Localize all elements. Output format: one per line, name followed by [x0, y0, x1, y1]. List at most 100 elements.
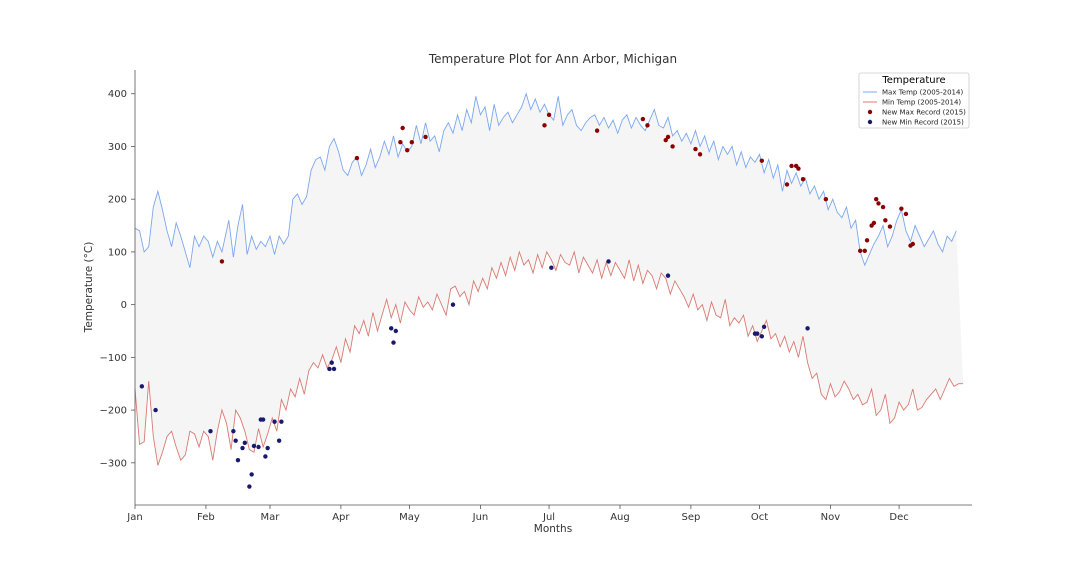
min-record-point	[208, 428, 213, 434]
min-record-point	[755, 331, 760, 336]
max-record-point	[800, 176, 806, 182]
max-record-point	[789, 163, 794, 169]
min-record-point	[240, 445, 245, 451]
x-tick-label: Aug	[610, 512, 630, 523]
min-record-point	[235, 457, 241, 463]
max-record-point	[857, 248, 863, 254]
max-record-point	[423, 134, 428, 140]
max-record-point	[354, 155, 360, 161]
y-tick-label: 100	[108, 247, 127, 258]
min-record-point	[805, 326, 810, 331]
max-record-point	[899, 206, 904, 211]
y-tick-label: −100	[100, 353, 127, 364]
min-record-point	[665, 273, 671, 278]
min-record-point	[260, 417, 266, 422]
min-record-point	[249, 472, 254, 477]
x-tick-label: Mar	[261, 512, 281, 523]
min-record-point	[276, 438, 282, 443]
x-tick-label: Apr	[332, 512, 350, 523]
x-tick-label: Jul	[542, 512, 555, 523]
max-record-point	[645, 123, 650, 128]
record-points	[139, 112, 916, 489]
legend-title: Temperature	[881, 75, 945, 86]
max-record-point	[823, 196, 829, 202]
min-record-point	[256, 444, 261, 450]
max-record-point	[784, 182, 790, 187]
max-record-point	[910, 241, 916, 247]
legend-entry-label: New Min Record (2015)	[882, 119, 964, 127]
max-record-point	[665, 134, 671, 140]
min-record-point	[272, 419, 277, 424]
x-axis-label: Months	[534, 523, 572, 535]
x-tick-label: Dec	[889, 512, 908, 523]
min-record-point	[759, 334, 765, 339]
legend-marker-swatch	[867, 119, 873, 125]
max-record-point	[864, 238, 870, 243]
max-record-point	[670, 144, 675, 149]
min-record-point	[331, 366, 337, 372]
max-record-point	[663, 137, 668, 143]
max-record-point	[219, 259, 225, 264]
y-axis-ticks: 400 300 200 100 0 −100 −200 −300	[100, 89, 135, 469]
y-tick-label: −200	[100, 406, 127, 417]
max-record-point	[883, 218, 888, 223]
x-tick-label: May	[399, 512, 420, 523]
max-record-point	[693, 146, 698, 152]
min-record-point	[450, 302, 456, 307]
x-tick-label: Jun	[472, 512, 489, 523]
min-record-point	[263, 454, 268, 459]
max-record-point	[640, 116, 646, 122]
min-record-point	[393, 328, 398, 334]
max-record-point	[697, 152, 703, 157]
legend-entry-label: New Max Record (2015)	[882, 109, 966, 117]
max-record-point	[876, 201, 881, 206]
legend-entries: Max Temp (2005-2014) Min Temp (2005-2014)…	[863, 89, 966, 127]
max-record-point	[903, 211, 909, 217]
x-axis-ticks: Jan Feb Mar Apr May Jun Jul Aug Sep Oct Nov Dec	[126, 505, 909, 523]
min-record-point	[391, 340, 396, 345]
x-tick-label: Nov	[821, 512, 841, 523]
y-tick-label: −300	[100, 458, 127, 469]
legend-marker-swatch	[867, 109, 873, 115]
y-tick-label: 200	[108, 195, 127, 206]
x-tick-label: Sep	[681, 512, 700, 523]
y-tick-label: 0	[121, 300, 127, 311]
y-tick-label: 400	[108, 89, 127, 100]
x-tick-label: Feb	[197, 512, 215, 523]
max-record-point	[759, 158, 765, 163]
min-record-point	[231, 428, 236, 434]
min-record-point	[329, 360, 334, 365]
min-record-point	[265, 445, 270, 451]
min-record-point	[153, 407, 158, 413]
temperature-range-fill	[135, 93, 964, 466]
max-record-point	[887, 224, 893, 229]
legend-box	[858, 72, 970, 129]
min-record-point	[242, 440, 248, 445]
min-record-point	[761, 324, 767, 329]
max-record-point	[796, 166, 801, 171]
legend-entry-label: Min Temp (2005-2014)	[882, 99, 961, 107]
max-record-point	[398, 140, 403, 145]
max-record-point	[405, 147, 410, 153]
min-record-point	[139, 384, 145, 389]
min-record-point	[389, 326, 394, 331]
y-tick-label: 300	[108, 142, 127, 153]
min-record-point	[233, 438, 238, 443]
min-record-point	[251, 443, 257, 449]
max-record-point	[400, 125, 405, 131]
max-record-point	[546, 112, 552, 118]
max-record-point	[409, 140, 415, 145]
min-record-point	[549, 265, 554, 270]
max-temp-line	[134, 92, 957, 268]
y-axis-label: Temperature (°C)	[83, 242, 95, 334]
min-record-point	[327, 366, 332, 372]
min-record-point	[279, 419, 284, 424]
x-tick-label: Oct	[751, 512, 768, 523]
max-record-point	[874, 196, 879, 202]
max-record-point	[542, 123, 547, 128]
min-record-point	[606, 259, 611, 264]
x-tick-label: Jan	[126, 512, 142, 523]
max-record-point	[880, 204, 886, 210]
legend: Temperature Max Temp (2005-2014) Min Temp…	[858, 72, 970, 129]
